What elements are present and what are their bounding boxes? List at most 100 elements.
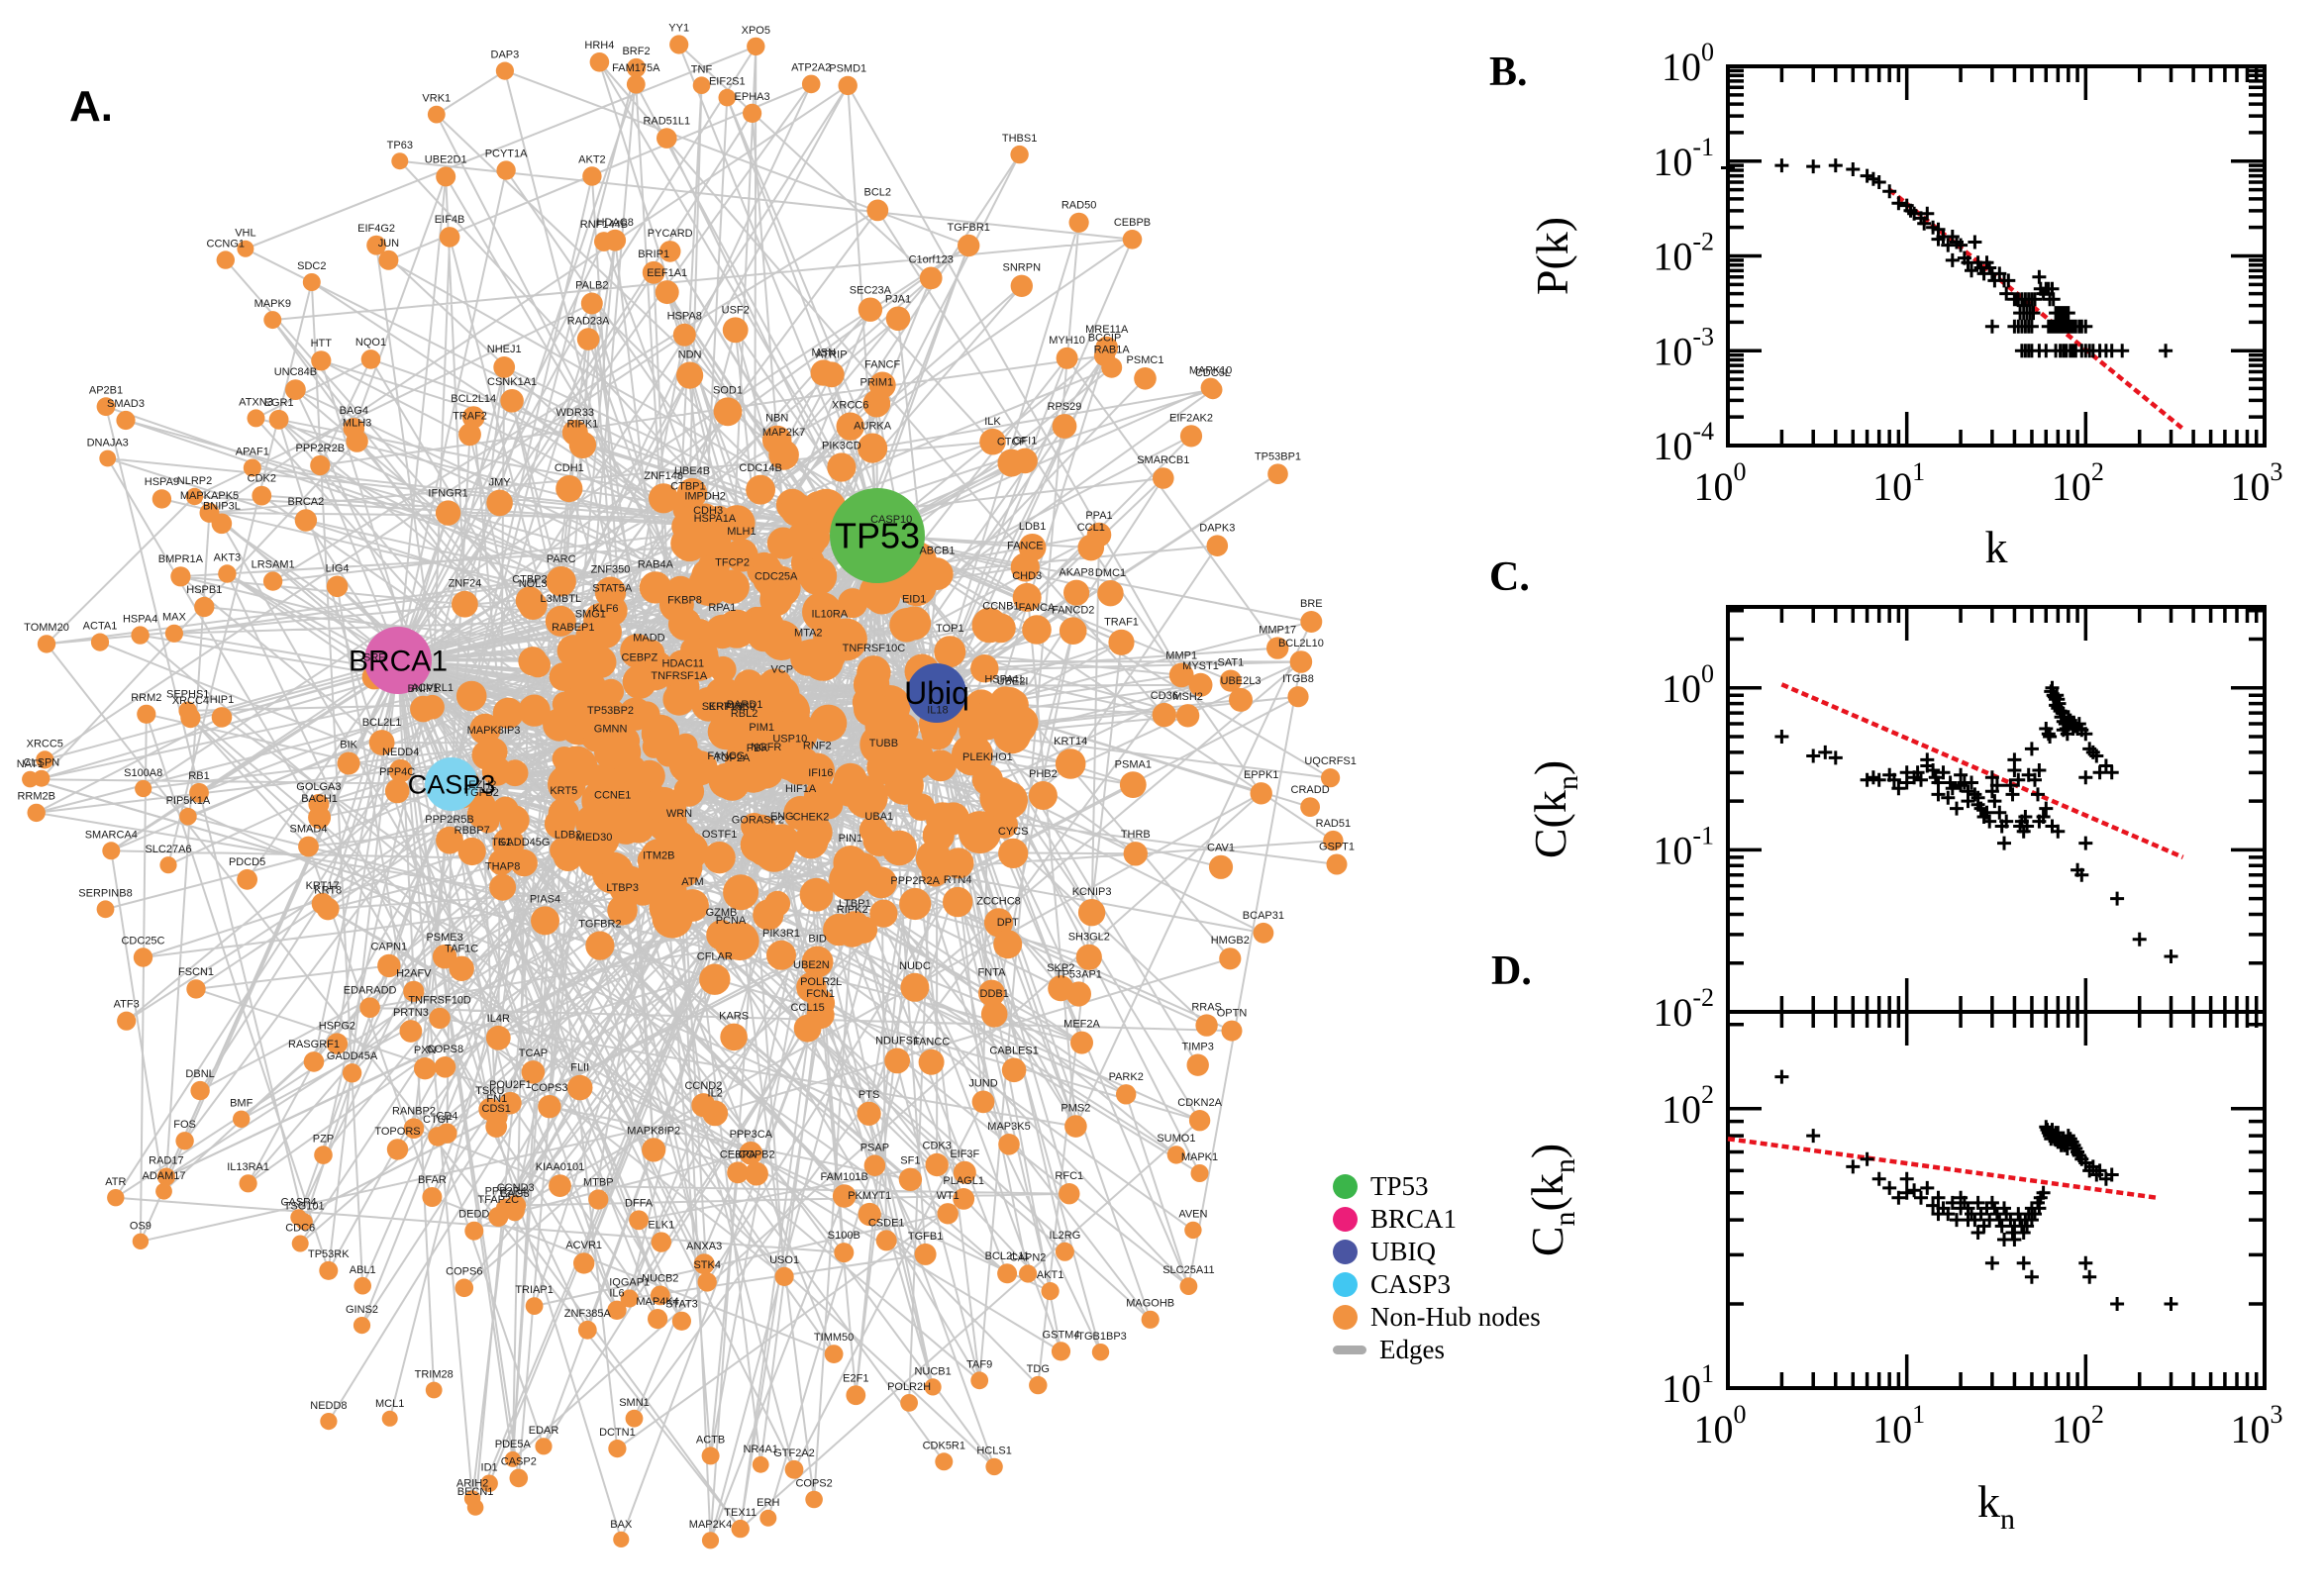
gene-label: ZNF148 [644, 470, 683, 482]
plot-frame-C [1726, 605, 2267, 1014]
legend-label: CASP3 [1370, 1269, 1452, 1299]
y-tick-label-B: 10-2 [1653, 228, 1714, 279]
gene-label: TEX11 [724, 1507, 757, 1519]
network-node [117, 1011, 137, 1031]
network-node [179, 807, 197, 826]
gene-label: IMPDH2 [684, 490, 726, 502]
network-node [262, 571, 283, 591]
network-node [488, 848, 515, 876]
network-node [937, 1203, 959, 1225]
network-node [951, 734, 993, 776]
gene-label: RRAS [1191, 1001, 1222, 1013]
gene-label: ERH [757, 1497, 779, 1509]
network-node [680, 637, 708, 664]
network-node [1028, 781, 1058, 810]
network-node [545, 605, 576, 637]
network-node [731, 1519, 750, 1539]
gene-label: PDE5A [495, 1439, 532, 1450]
network-node [1091, 1344, 1110, 1361]
gene-label: BNIP3L [203, 501, 241, 513]
network-node [1250, 782, 1272, 805]
network-node [607, 895, 638, 926]
network-node [764, 676, 800, 712]
gene-label: ABL1 [350, 1264, 376, 1276]
network-node [353, 1317, 371, 1335]
network-node [655, 280, 679, 305]
network-node [96, 900, 115, 919]
network-node [1175, 704, 1200, 728]
network-node [432, 945, 457, 969]
nonhub-legend-swatch [1333, 1305, 1358, 1330]
gene-label: FKBP8 [667, 595, 702, 607]
gene-label: IL6 [609, 1288, 624, 1300]
legend-item-brca1: BRCA1 [1333, 1203, 1541, 1236]
network-node [971, 764, 1004, 796]
network-node [1179, 425, 1203, 448]
gene-label: EPHA3 [735, 91, 770, 103]
gene-label: PRIM1 [859, 377, 893, 389]
gene-label: COPS6 [446, 1266, 482, 1278]
gene-label: LDB2 [555, 829, 582, 841]
ubiq-hub-label: Ubiq [904, 675, 969, 711]
network-node [1186, 1053, 1209, 1076]
gene-label: PPP2R4 [485, 1186, 527, 1198]
network-node [979, 428, 1006, 455]
gene-label: CAPN2 [1010, 1251, 1047, 1263]
network-node [486, 489, 513, 517]
gene-label: LRSAM1 [252, 558, 295, 570]
network-node [308, 793, 330, 815]
network-node [573, 1252, 595, 1274]
gene-label: ACVRL1 [411, 682, 454, 694]
gene-label: HRH4 [584, 40, 614, 51]
panel-a-label: A. [69, 82, 113, 131]
network-node [360, 349, 381, 369]
gene-label: PMS2 [1060, 1102, 1090, 1114]
gene-label: MCL1 [375, 1398, 404, 1410]
network-node [697, 1272, 717, 1292]
network-node [884, 1047, 910, 1074]
gene-label: NDN [678, 349, 702, 361]
plot-frame-B [1726, 64, 2267, 448]
gene-label: DNAJA3 [87, 438, 129, 449]
gene-label: TDG [1027, 1363, 1050, 1375]
network-node [824, 1345, 844, 1363]
network-node [924, 1378, 942, 1396]
gene-label: FCN1 [806, 988, 835, 1000]
gene-label: CCNB1 [982, 601, 1019, 613]
gene-label: CAV1 [1207, 843, 1235, 854]
network-node [457, 837, 486, 866]
gene-label: GADD45G [498, 837, 551, 848]
y-tick-label-C: 100 [1662, 659, 1714, 711]
fit-line-D [1727, 1136, 2158, 1200]
network-node [672, 323, 696, 347]
network-node [625, 1409, 644, 1428]
x-tick-label-B: 102 [2052, 457, 2104, 509]
network-node [727, 1161, 749, 1184]
gene-label: PPA1 [1085, 510, 1112, 522]
network-node [774, 1266, 794, 1286]
gene-label: STAT5A [592, 582, 633, 594]
gene-label: HIF1A [785, 783, 817, 795]
network-node [1097, 580, 1124, 607]
network-node [1041, 1282, 1060, 1301]
gene-label: TRAF1 [1104, 617, 1139, 629]
gene-label: MAPK10 [1189, 365, 1232, 377]
network-node [285, 379, 306, 400]
gene-label: TGFBR1 [947, 222, 989, 234]
network-node [845, 775, 888, 819]
gene-label: CEBPZ [622, 652, 658, 664]
gene-label: PLAGL1 [943, 1175, 984, 1187]
network-node [1001, 1057, 1027, 1083]
gene-label: PSMC1 [1127, 354, 1164, 366]
network-node [809, 704, 848, 743]
network-node [342, 1063, 362, 1083]
network-node [485, 1105, 508, 1128]
gene-label: DAP3 [491, 49, 520, 60]
network-node [218, 564, 237, 583]
gene-label: SNRPN [1003, 262, 1042, 274]
network-node [1012, 448, 1038, 474]
network-node [623, 755, 646, 779]
network-node [890, 738, 935, 781]
network-node [378, 249, 399, 270]
network-node [702, 1100, 729, 1127]
